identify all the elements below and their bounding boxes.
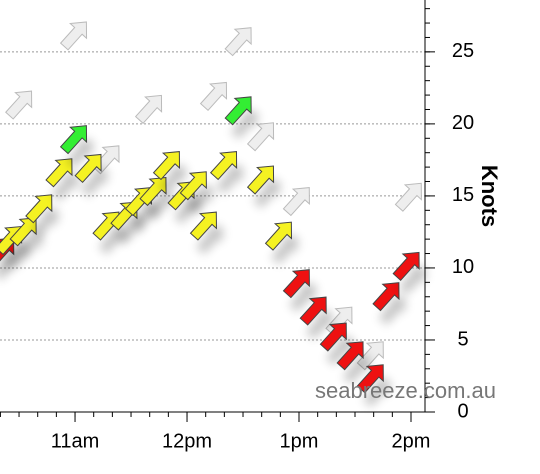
arrow-shadow [289, 283, 316, 312]
wind-arrow [189, 211, 217, 241]
arrow-shadow [399, 266, 426, 295]
arrow-shadow [146, 191, 173, 220]
arrow-shadow [159, 165, 186, 194]
arrow-shadow [186, 185, 213, 214]
wind-arrow [372, 282, 400, 312]
y-tick-label: 15 [452, 184, 474, 206]
arrow-shadow [253, 179, 280, 208]
x-tick-label: 2pm [392, 430, 431, 452]
x-tick-label: 12pm [162, 430, 212, 452]
wind-arrow [264, 221, 293, 251]
y-tick-label: 20 [452, 112, 474, 134]
wind-arrow [319, 322, 347, 352]
wind-arrow [59, 125, 88, 155]
y-tick-label: 10 [452, 256, 474, 278]
y-tick-label: 5 [457, 328, 468, 350]
arrow-shadow [271, 236, 298, 265]
axes: 0 5 10 15 20 25 11am 12pm 1pm 2pm [0, 0, 474, 452]
wind-arrow [152, 151, 181, 181]
arrow-shadow [216, 165, 243, 194]
arrow-shadow [379, 296, 406, 325]
arrow-shadow [306, 311, 333, 339]
grid [0, 51, 425, 341]
x-tick-label: 11am [51, 430, 100, 452]
wind-arrow [299, 296, 327, 326]
arrow-shadow [1, 240, 28, 269]
gust-arrow [394, 182, 422, 212]
wind-arrow [224, 96, 252, 126]
arrow-shadow [343, 355, 370, 384]
wind-arrow [282, 269, 310, 299]
gust-arrow [134, 94, 163, 124]
arrow-shadow [31, 208, 58, 237]
arrow-shadow [99, 226, 126, 254]
arrow-shadow [231, 110, 258, 139]
wind-arrow [25, 194, 53, 224]
wind-arrow [356, 364, 384, 394]
arrow-shadow [52, 172, 78, 201]
gust-arrow [246, 122, 275, 152]
gust-arrow [59, 21, 88, 51]
x-tick-label: 1pm [280, 430, 319, 452]
y-axis-label: Knots [477, 165, 502, 227]
gust-arrow [5, 90, 33, 120]
wind-arrow [74, 153, 102, 184]
wind-arrow [246, 165, 275, 195]
wind-arrow [45, 158, 73, 188]
gust-arrow [282, 187, 310, 217]
wind-arrow [179, 171, 207, 201]
wind-arrow [209, 151, 238, 181]
gust-arrow [224, 27, 252, 57]
arrow-shadow [363, 378, 390, 407]
wind-arrow [336, 341, 364, 371]
gust-arrow [199, 81, 228, 112]
y-tick-label: 0 [457, 400, 468, 422]
arrow-shadow [326, 337, 353, 365]
average-layer [0, 96, 426, 407]
wind-arrow [392, 251, 420, 282]
arrow-shadow [81, 168, 108, 197]
y-tick-label: 25 [452, 40, 474, 62]
gust-layer [5, 21, 422, 371]
arrow-shadow [196, 226, 223, 254]
watermark: seabreeze.com.au [315, 378, 496, 403]
arrow-shadow [66, 139, 93, 168]
arrow-shadow [16, 231, 43, 260]
